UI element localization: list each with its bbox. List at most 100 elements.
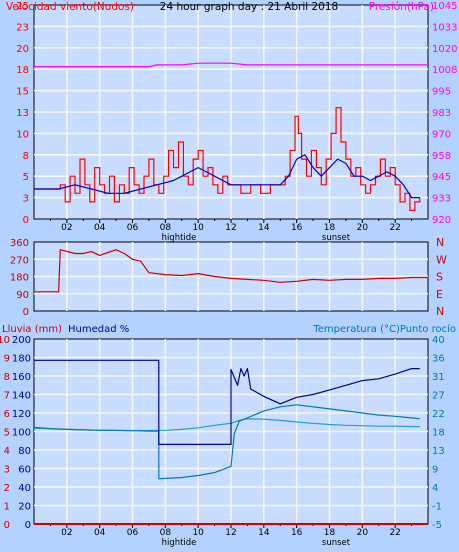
pressure-y-tick-label: 920	[432, 215, 451, 226]
pressure-y-tick-label: 958	[432, 151, 451, 162]
wind-x-tick-label: 08	[160, 223, 172, 233]
rain-humidity-temperature-panel: 012345678910020406080100120140160180200-…	[0, 335, 445, 538]
temperature-y-tick-label: 9	[432, 465, 438, 476]
wind-y-tick-label: 0	[23, 215, 29, 226]
temperature-y-tick-label: 40	[432, 335, 445, 346]
thermo-x-tick-label: 08	[160, 528, 172, 538]
rain-y-tick-label: 9	[4, 354, 10, 365]
wind-pressure-panel: 0 3 5 8 10 13 15 18 20 23 25 920 933 945 958 970 983 995 1…	[16, 1, 457, 233]
direction-y-tick-label: 270	[10, 255, 29, 266]
wind-y-tick-label: 15	[16, 87, 29, 98]
wind-x-tick-label: 20	[357, 223, 369, 233]
wind-y-tick-label: 5	[23, 172, 29, 183]
wind-average-line	[34, 154, 420, 199]
temperature-axis-title: Temperatura (°C)Punto rocío	[312, 323, 456, 335]
pressure-y-tick-label: 1045	[432, 1, 457, 12]
wind-x-tick-label: 14	[258, 223, 270, 233]
sunset-label-bottom: sunset	[322, 538, 351, 548]
thermo-x-tick-label: 14	[258, 528, 270, 538]
wind-y-tick-label: 18	[16, 65, 29, 76]
humidity-line	[34, 359, 420, 445]
temperature-y-tick-label: 31	[432, 372, 445, 383]
thermo-x-tick-label: 20	[357, 528, 369, 538]
thermo-x-tick-label: 18	[324, 528, 336, 538]
humidity-y-tick-label: 120	[12, 409, 31, 420]
direction-y-tick-label: 360	[10, 238, 29, 249]
compass-tick-label: W	[436, 253, 447, 266]
thermo-x-tick-label: 12	[225, 528, 236, 538]
pressure-y-tick-label: 1033	[432, 22, 457, 33]
wind-x-tick-label: 10	[192, 223, 204, 233]
temperature-y-tick-label: 4	[432, 483, 438, 494]
wind-y-tick-label: 10	[16, 129, 29, 140]
pressure-y-tick-label: 995	[432, 87, 451, 98]
thermo-x-tick-label: 10	[192, 528, 204, 538]
wind-y-tick-label: 3	[23, 194, 29, 205]
wind-x-tick-label: 04	[94, 223, 106, 233]
humidity-y-tick-label: 0	[25, 520, 31, 531]
wind-gust-line	[34, 107, 421, 211]
temperature-y-tick-label: 18	[432, 428, 445, 439]
wind-y-tick-label: 13	[16, 108, 29, 119]
temperature-y-tick-label: 27	[432, 391, 445, 402]
rain-y-tick-label: 6	[4, 409, 10, 420]
humidity-y-tick-label: 180	[12, 354, 31, 365]
direction-y-tick-label: 90	[16, 290, 29, 301]
pressure-y-tick-label: 933	[432, 194, 451, 205]
humidity-y-tick-label: 20	[18, 502, 31, 513]
sunset-label-top: sunset	[322, 233, 351, 243]
humidity-y-tick-label: 140	[12, 391, 31, 402]
rain-y-tick-label: 0	[4, 520, 10, 531]
wind-axis-title: Velocidad viento(Nudos)	[6, 1, 134, 13]
rain-y-tick-label: 7	[4, 391, 10, 402]
wind-y-tick-label: 8	[23, 151, 29, 162]
compass-tick-label: N	[436, 305, 444, 318]
temperature-y-tick-label: 13	[432, 446, 445, 457]
wind-y-tick-label: 23	[16, 22, 29, 33]
pressure-y-tick-label: 970	[432, 129, 451, 140]
compass-tick-label: S	[436, 271, 443, 284]
wind-x-tick-label: 12	[225, 223, 236, 233]
compass-tick-label: E	[436, 288, 443, 301]
rain-y-tick-label: 4	[4, 446, 10, 457]
wind-x-tick-label: 06	[127, 223, 139, 233]
thermo-x-tick-label: 04	[94, 528, 106, 538]
pressure-line	[34, 62, 428, 68]
rain-y-tick-label: 10	[0, 335, 10, 346]
thermo-x-tick-label: 06	[127, 528, 139, 538]
humidity-y-tick-label: 80	[18, 446, 31, 457]
rain-y-tick-label: 8	[4, 372, 10, 383]
hightide-label-bottom: hightide	[162, 538, 197, 548]
rain-y-tick-label: 1	[4, 502, 10, 513]
wind-x-tick-label: 16	[291, 223, 303, 233]
temperature-y-tick-label: -5	[432, 520, 442, 531]
pressure-y-tick-label: 945	[432, 172, 451, 183]
humidity-y-tick-label: 160	[12, 372, 31, 383]
wind-y-tick-label: 20	[16, 44, 29, 55]
humidity-y-tick-label: 200	[12, 335, 31, 346]
temperature-y-tick-label: 22	[432, 409, 445, 420]
chart-title: 24 hour graph day : 21 Abril 2018	[160, 1, 338, 13]
humidity-axis-title: Humedad %	[68, 324, 129, 335]
pressure-axis-title: Presión(hPa)	[369, 1, 434, 13]
wind-x-tick-label: 02	[61, 223, 72, 233]
humidity-y-tick-label: 100	[12, 428, 31, 439]
compass-tick-label: N	[436, 236, 444, 249]
humidity-y-tick-label: 60	[18, 465, 31, 476]
thermo-x-tick-label: 02	[61, 528, 72, 538]
direction-y-tick-label: 0	[23, 307, 29, 318]
temperature-y-tick-label: 36	[432, 354, 445, 365]
temperature-line	[33, 404, 420, 480]
direction-y-tick-label: 180	[10, 273, 29, 284]
humidity-y-tick-label: 40	[18, 483, 31, 494]
rain-y-tick-label: 3	[4, 465, 10, 476]
pressure-y-tick-label: 983	[432, 108, 451, 119]
wind-x-tick-label: 18	[324, 223, 336, 233]
wind-x-tick-label: 22	[389, 223, 400, 233]
thermo-x-tick-label: 16	[291, 528, 303, 538]
hightide-label-top: hightide	[162, 233, 197, 243]
wind-y-tick-label: 25	[16, 1, 29, 12]
thermo-x-tick-label: 22	[389, 528, 400, 538]
